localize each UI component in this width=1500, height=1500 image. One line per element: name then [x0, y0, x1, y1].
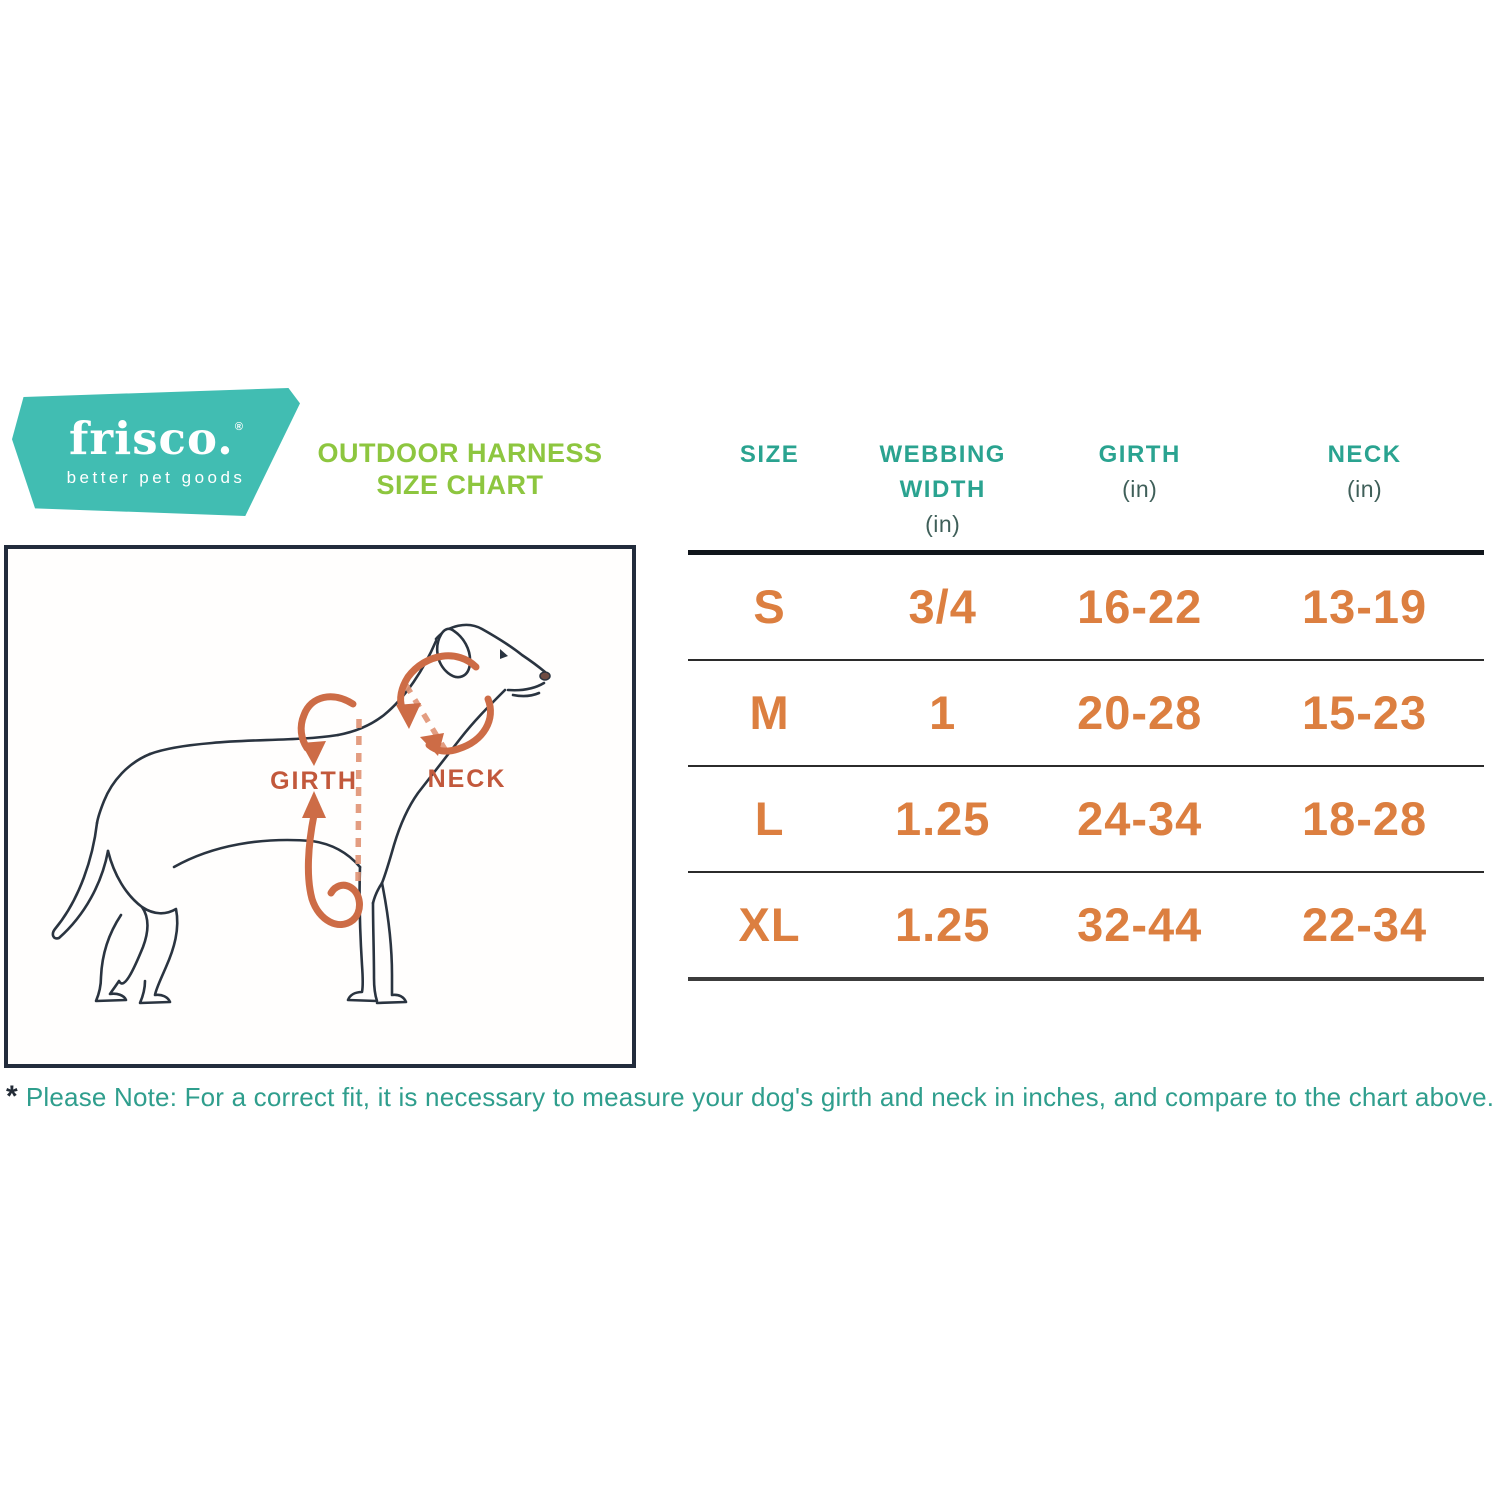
dog-measurement-diagram: GIRTH NECK: [4, 545, 636, 1068]
cell-size: XL: [738, 898, 801, 952]
size-chart-table: SIZE WEBBING WIDTH (in) GIRTH (in) NECK …: [688, 432, 1484, 981]
cell-webbing: 1.25: [894, 898, 991, 952]
dog-outline: [51, 623, 547, 1005]
cell-size: L: [754, 792, 785, 846]
page-title-line1: OUTDOOR HARNESS: [317, 438, 603, 468]
girth-arrow-down: [301, 741, 326, 766]
girth-label: GIRTH: [270, 767, 358, 795]
harness-dashed-line: [355, 683, 449, 890]
brand-tagline: better pet goods: [66, 468, 246, 487]
cell-size: M: [749, 686, 790, 740]
neck-arrow-down: [396, 703, 421, 729]
cell-neck: 13-19: [1301, 580, 1428, 634]
cell-girth: 20-28: [1077, 686, 1203, 740]
col-header-neck: NECK (in): [1327, 441, 1402, 502]
dog-eye: [500, 649, 508, 659]
girth-measure-arrow: [297, 693, 363, 928]
footnote: * Please Note: For a correct fit, it is n…: [6, 1080, 1500, 1114]
cell-girth: 32-44: [1077, 898, 1203, 952]
brand-logo-badge: frisco.® better pet goods: [12, 388, 300, 516]
table-row-l: L 1.25 24-34 18-28: [688, 767, 1484, 873]
footnote-asterisk: *: [6, 1080, 18, 1113]
neck-label: NECK: [428, 765, 507, 793]
cell-webbing: 1: [929, 686, 957, 740]
page-title: OUTDOOR HARNESS SIZE CHART: [302, 437, 618, 502]
girth-arrow-up: [302, 791, 326, 818]
table-row-m: M 1 20-28 15-23: [688, 661, 1484, 767]
table-header-row: SIZE WEBBING WIDTH (in) GIRTH (in) NECK …: [688, 432, 1484, 550]
table-header-rule: [688, 549, 1484, 555]
dog-diagram-svg: GIRTH NECK: [51, 623, 551, 1005]
table-row-s: S 3/4 16-22 13-19: [688, 555, 1484, 661]
brand-name: frisco.®: [69, 412, 244, 465]
footnote-text: Please Note: For a correct fit, it is ne…: [25, 1082, 1495, 1112]
table-row-xl: XL 1.25 32-44 22-34: [688, 873, 1484, 981]
cell-webbing: 1.25: [894, 792, 991, 846]
cell-neck: 15-23: [1301, 686, 1428, 740]
registered-mark: ®: [234, 421, 244, 433]
col-header-size: SIZE: [739, 441, 800, 468]
page-title-line2: SIZE CHART: [376, 470, 544, 501]
col-header-girth: GIRTH (in): [1098, 441, 1181, 502]
dog-nose: [539, 671, 551, 681]
cell-girth: 24-34: [1077, 792, 1203, 846]
cell-neck: 18-28: [1301, 792, 1428, 846]
neck-arrow-up: [420, 733, 444, 756]
cell-neck: 22-34: [1301, 898, 1428, 952]
cell-webbing: 3/4: [908, 580, 977, 634]
cell-girth: 16-22: [1077, 580, 1203, 634]
cell-size: S: [753, 580, 786, 634]
col-header-webbing-width: WEBBING WIDTH (in): [879, 441, 1006, 537]
